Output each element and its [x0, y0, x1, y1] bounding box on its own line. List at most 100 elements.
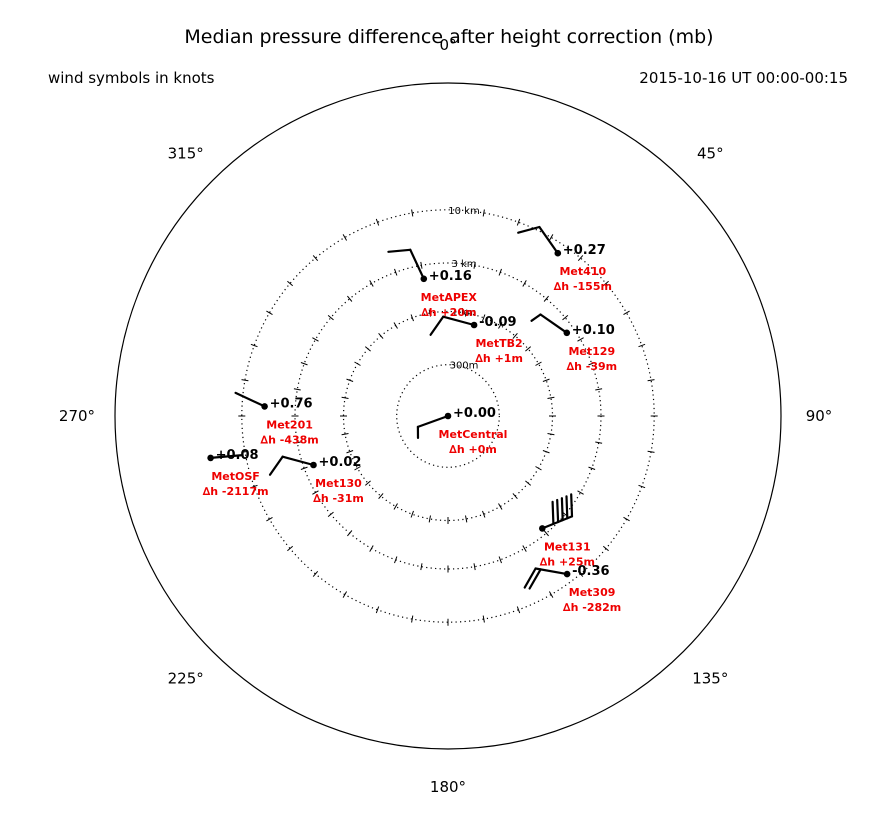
ring-tick	[266, 310, 273, 316]
station-name: Met129	[568, 345, 615, 358]
ring-tick	[287, 280, 294, 287]
ring-tick	[498, 322, 503, 329]
ring-tick	[543, 295, 549, 302]
ring-tick	[482, 510, 486, 518]
ring-tick	[498, 503, 503, 510]
ring-tick	[428, 515, 431, 523]
ring-tick	[602, 545, 609, 552]
ring-tick	[420, 563, 423, 571]
ring-tick	[542, 450, 550, 454]
ring-tick	[638, 484, 646, 489]
station-met309: -0.36 Met309 ∆h -282m	[523, 564, 621, 614]
ring-tick	[312, 570, 319, 577]
wind-barb-flag	[556, 498, 560, 524]
ring-tick	[394, 268, 398, 276]
wind-barb-flag	[551, 500, 555, 526]
range-ring-label: 300m	[450, 361, 479, 372]
ring-tick	[638, 343, 646, 348]
station-height-diff: ∆h +0m	[449, 443, 497, 456]
pressure-label: -0.09	[479, 315, 516, 330]
ring-tick	[312, 337, 319, 342]
range-ring-0.3	[396, 364, 500, 468]
ring-tick	[548, 234, 554, 241]
ring-tick	[588, 466, 596, 470]
ring-tick	[588, 362, 596, 366]
station-met130: +0.02 Met130 ∆h -31m	[268, 455, 364, 505]
ring-tick	[516, 606, 521, 614]
ring-tick	[542, 378, 550, 382]
ring-tick	[411, 615, 414, 623]
ring-tick	[375, 606, 380, 614]
station-metcentral: +0.00 MetCentral ∆h +0m	[416, 406, 508, 456]
wind-barb-staff	[416, 414, 450, 428]
ring-tick	[394, 556, 398, 564]
station-marker	[420, 275, 428, 283]
station-height-diff: ∆h -282m	[563, 601, 621, 614]
angle-label-180: 180°	[430, 778, 466, 796]
ring-tick	[498, 268, 502, 276]
station-met410: +0.27 Met410 ∆h -155m	[517, 225, 612, 293]
ring-tick	[482, 209, 485, 217]
station-name: MetOSF	[211, 470, 259, 483]
station-mettb2: -0.09 MetTB2 ∆h +1m	[429, 315, 523, 365]
ring-tick	[342, 591, 348, 598]
angle-label-45: 45°	[697, 145, 724, 163]
wind-units-note: wind symbols in knots	[48, 69, 215, 87]
station-height-diff: ∆h -155m	[554, 280, 612, 293]
wind-barb-staff	[209, 454, 244, 459]
pressure-label: +0.02	[319, 455, 362, 470]
ring-tick	[393, 322, 398, 329]
angle-label-315: 315°	[168, 145, 204, 163]
station-marker	[310, 461, 317, 469]
station-height-diff: ∆h +20m	[421, 306, 476, 319]
wind-barb-flag	[517, 225, 541, 234]
ring-tick	[347, 295, 353, 302]
ring-tick	[347, 530, 353, 537]
station-marker	[470, 321, 478, 329]
angle-label-90: 90°	[806, 407, 833, 425]
station-name: MetAPEX	[421, 291, 478, 304]
ring-tick	[411, 209, 414, 217]
ring-tick	[378, 332, 384, 339]
ring-tick	[410, 510, 414, 518]
station-name: Met130	[315, 477, 362, 490]
ring-tick	[300, 362, 308, 366]
ring-tick	[623, 516, 630, 522]
ring-tick	[300, 466, 308, 470]
ring-tick	[547, 396, 555, 399]
pressure-label: -0.36	[572, 564, 609, 579]
ring-tick	[364, 480, 371, 486]
station-met201: +0.76 Met201 ∆h -438m	[234, 391, 319, 446]
ring-tick	[341, 396, 349, 399]
angle-label-270: 270°	[59, 407, 95, 425]
ring-tick	[562, 315, 569, 321]
range-ring-label: 1 km	[451, 308, 476, 319]
wind-barb-flag	[429, 315, 445, 336]
angle-label-135: 135°	[692, 669, 728, 687]
ring-tick	[482, 314, 486, 322]
wind-barb-staff	[442, 315, 476, 327]
station-height-diff: ∆h -2117m	[203, 485, 269, 498]
wind-barb-staff	[409, 248, 425, 280]
ring-tick	[420, 261, 423, 269]
angle-labels: 0° 45° 90° 135° 180° 225° 270° 315°	[59, 36, 832, 796]
chart-title: Median pressure difference after height …	[184, 26, 713, 48]
range-ring-ticks	[291, 261, 605, 573]
wind-barb-flag	[528, 568, 542, 590]
range-rings: 300m 1 km 3 km 10 km	[238, 206, 658, 626]
wind-barb-staff	[281, 455, 315, 467]
ring-tick	[465, 515, 468, 523]
station-name: MetTB2	[475, 337, 522, 350]
range-ring-label: 10 km	[448, 206, 479, 217]
ring-tick	[327, 315, 334, 321]
station-name: Met201	[266, 418, 313, 431]
pressure-label: +0.76	[270, 396, 313, 411]
station-name: MetCentral	[439, 428, 508, 441]
station-marker	[554, 249, 562, 257]
station-height-diff: ∆h -438m	[260, 433, 318, 446]
pressure-label: +0.27	[563, 243, 606, 258]
ring-tick	[241, 450, 249, 453]
ring-tick	[465, 309, 468, 317]
station-marker	[444, 412, 452, 420]
ring-tick	[525, 346, 532, 352]
